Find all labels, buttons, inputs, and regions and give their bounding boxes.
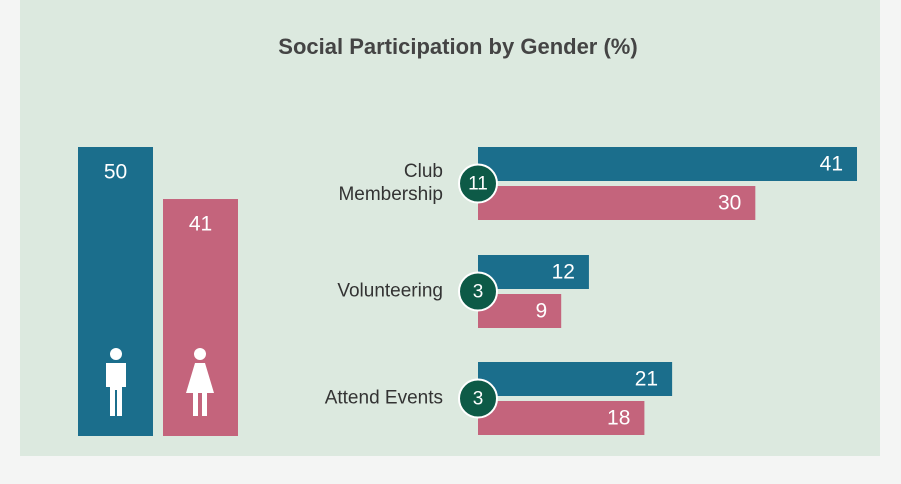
- difference-label: 3: [473, 389, 484, 410]
- difference-badge: [458, 378, 498, 419]
- chart-title: Social Participation by Gender (%): [278, 34, 637, 59]
- bar: [478, 255, 589, 289]
- icons: [106, 348, 214, 416]
- difference-label: 11: [468, 174, 488, 195]
- overall-value-label: 50: [104, 161, 127, 184]
- category-label: Club Membership: [338, 161, 443, 205]
- overall-bar: [163, 199, 238, 436]
- value-label: 9: [536, 300, 548, 323]
- category-label: Attend Events: [325, 388, 443, 409]
- bar: [478, 362, 673, 396]
- overall-bar: [78, 147, 153, 436]
- value-label: 12: [552, 261, 575, 284]
- value-label: 21: [635, 368, 658, 391]
- value-label: 18: [607, 407, 630, 430]
- bar: [478, 401, 645, 435]
- difference-badge: [458, 271, 498, 312]
- overall-value-label: 41: [189, 213, 212, 236]
- difference-label: 3: [473, 282, 484, 303]
- category-label: Volunteering: [337, 281, 443, 302]
- woman-icon: [186, 348, 214, 416]
- value-label: 41: [820, 153, 843, 176]
- bar: [478, 147, 857, 181]
- difference-badge: [458, 163, 498, 204]
- bar: [478, 186, 756, 220]
- value-label: 30: [718, 192, 741, 215]
- man-icon: [106, 348, 126, 416]
